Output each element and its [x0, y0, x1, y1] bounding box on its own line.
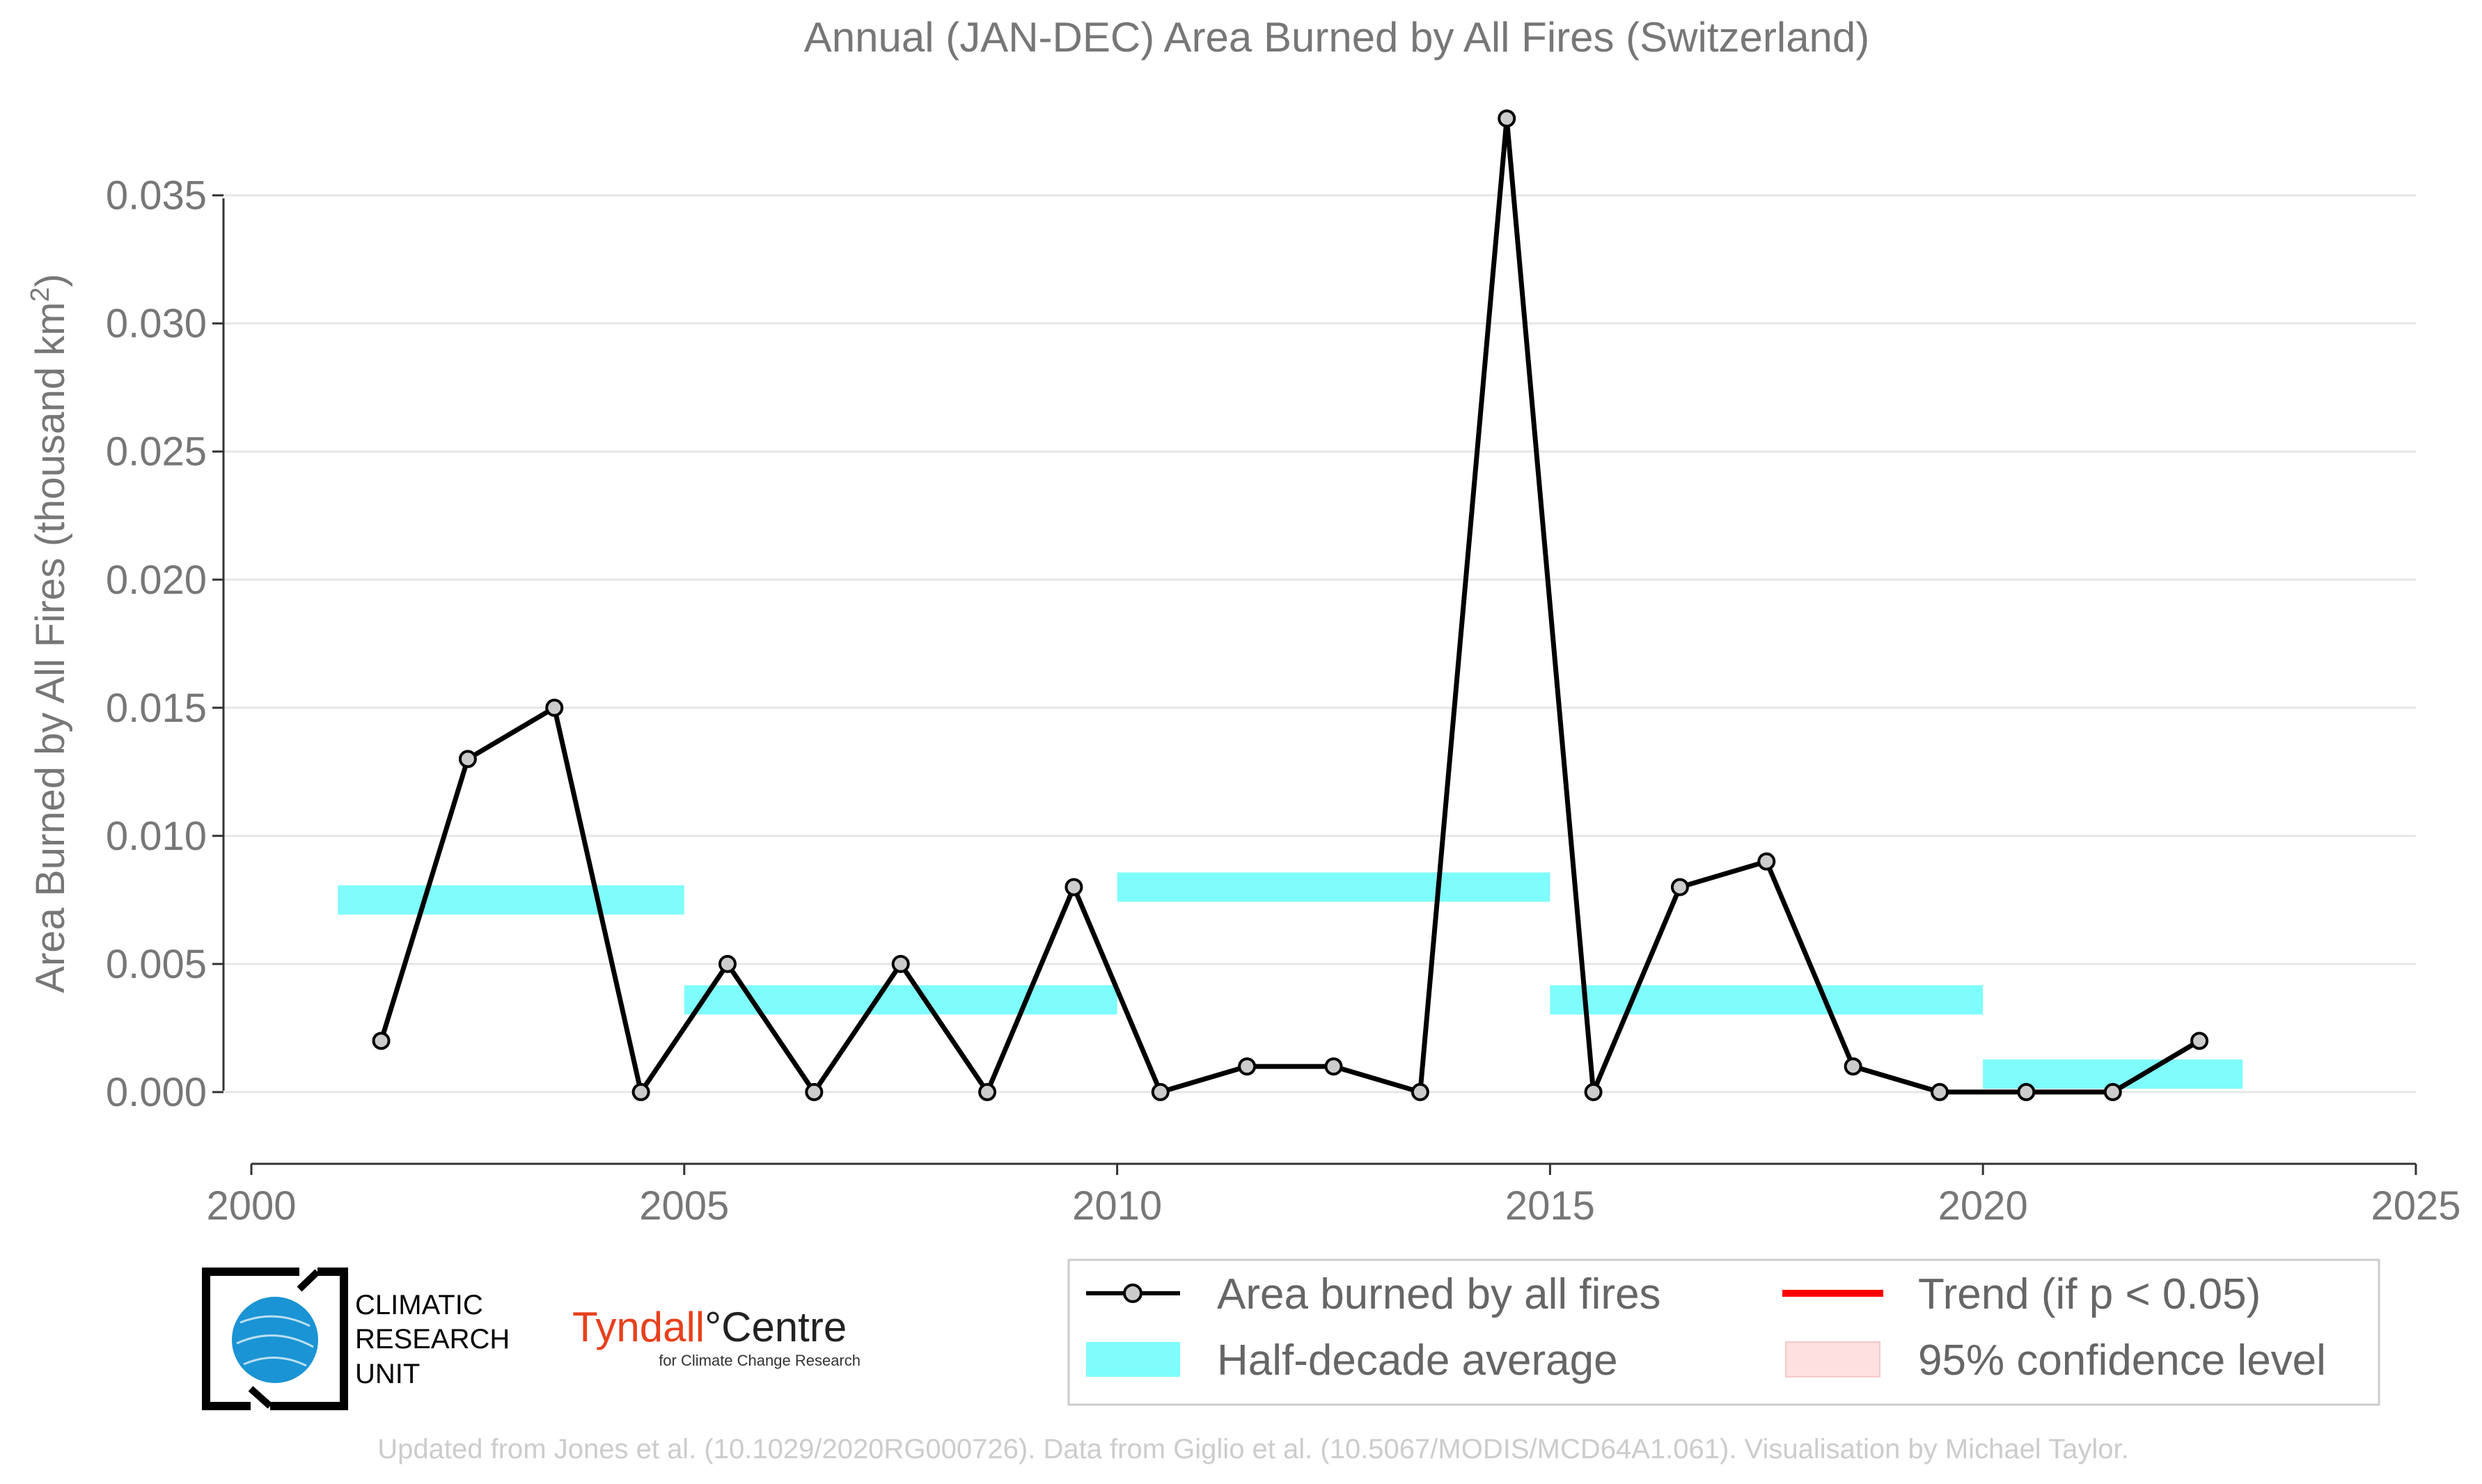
- y-tick-label: 0.025: [106, 429, 207, 475]
- cru-logo-line3: UNIT: [355, 1359, 420, 1389]
- data-point: [1151, 1082, 1170, 1101]
- data-point: [718, 954, 737, 973]
- data-point: [1065, 878, 1083, 897]
- half-decade-average-bar: [1117, 872, 1550, 902]
- data-point: [631, 1082, 650, 1101]
- half-decade-average-bars: [338, 872, 2243, 1089]
- y-tick-label: 0.000: [106, 1070, 207, 1115]
- y-tick-label: 0.020: [106, 558, 207, 603]
- data-point: [458, 750, 477, 768]
- data-point: [1238, 1057, 1257, 1076]
- data-point: [805, 1082, 824, 1101]
- x-tick-label: 2015: [1505, 1183, 1595, 1229]
- data-point: [1411, 1082, 1429, 1101]
- y-axis-ticks: 0.000 0.005 0.010 0.015 0.020 0.025 0.030 0.035: [106, 173, 223, 1115]
- legend-confidence-swatch: [1785, 1341, 1880, 1378]
- legend-marker-icon: [1123, 1284, 1142, 1303]
- y-axis-title-superscript: 2: [26, 287, 55, 302]
- legend-label-confidence: 95% confidence level: [1918, 1336, 2326, 1384]
- tyndall-logo-title: Tyndall°Centre: [572, 1304, 847, 1350]
- cru-logo-frame-left: [202, 1268, 299, 1410]
- x-axis-ticks: 2000 2005 2010 2015 2020 2025: [206, 1164, 2461, 1229]
- y-axis-title-close: ): [28, 274, 73, 287]
- cru-logo: CLIMATIC RESEARCH UNIT: [202, 1268, 510, 1410]
- y-tick-label: 0.035: [106, 173, 207, 219]
- legend: Area burned by all fires Trend (if p < 0…: [1067, 1258, 2380, 1406]
- legend-label-trend: Trend (if p < 0.05): [1918, 1270, 2261, 1318]
- series-line: [379, 116, 2201, 1095]
- data-point: [372, 1032, 391, 1050]
- x-tick-label: 2025: [2371, 1183, 2460, 1229]
- footer-credit: Updated from Jones et al. (10.1029/2020R…: [377, 1434, 2128, 1465]
- y-tick-label: 0.030: [106, 301, 207, 347]
- data-point: [2017, 1082, 2036, 1101]
- data-point: [1584, 1082, 1603, 1101]
- x-tick-label: 2020: [1938, 1183, 2028, 1229]
- data-point: [2103, 1082, 2122, 1101]
- half-decade-average-bar: [1550, 985, 1984, 1015]
- x-tick-label: 2010: [1072, 1183, 1162, 1229]
- data-point: [2190, 1032, 2209, 1050]
- data-point: [1931, 1082, 1949, 1101]
- data-point: [1324, 1057, 1343, 1076]
- x-tick-label: 2000: [206, 1183, 296, 1229]
- tyndall-logo-subtitle: for Climate Change Research: [659, 1352, 861, 1369]
- legend-label-average: Half-decade average: [1217, 1336, 1618, 1384]
- y-tick-label: 0.005: [106, 942, 207, 987]
- cru-logo-frame-right: [270, 1268, 348, 1410]
- data-point: [1670, 878, 1689, 897]
- chart-title: Annual (JAN-DEC) Area Burned by All Fire…: [804, 14, 1870, 61]
- data-point: [1844, 1057, 1862, 1076]
- legend-band-swatch: [1086, 1342, 1180, 1377]
- data-point: [545, 698, 564, 717]
- gridlines: [223, 194, 2416, 1094]
- series-area-burned: [372, 109, 2209, 1101]
- data-point: [1498, 109, 1516, 128]
- cru-logo-line2: RESEARCH: [355, 1324, 510, 1355]
- x-tick-label: 2005: [639, 1183, 729, 1229]
- legend-label-series: Area burned by all fires: [1217, 1270, 1661, 1318]
- half-decade-average-bar: [338, 885, 684, 915]
- y-axis-title-main: Area Burned by All Fires (thousand km: [28, 302, 73, 993]
- y-tick-label: 0.015: [106, 686, 207, 731]
- y-tick-label: 0.010: [106, 814, 207, 859]
- tyndall-logo: Tyndall°Centre for Climate Change Resear…: [572, 1304, 861, 1369]
- data-point: [1757, 852, 1776, 871]
- data-point: [891, 954, 910, 973]
- cru-logo-line1: CLIMATIC: [355, 1290, 483, 1320]
- y-axis-title: Area Burned by All Fires (thousand km2): [26, 274, 73, 993]
- legend-box: [1067, 1258, 2380, 1406]
- data-point: [978, 1082, 997, 1101]
